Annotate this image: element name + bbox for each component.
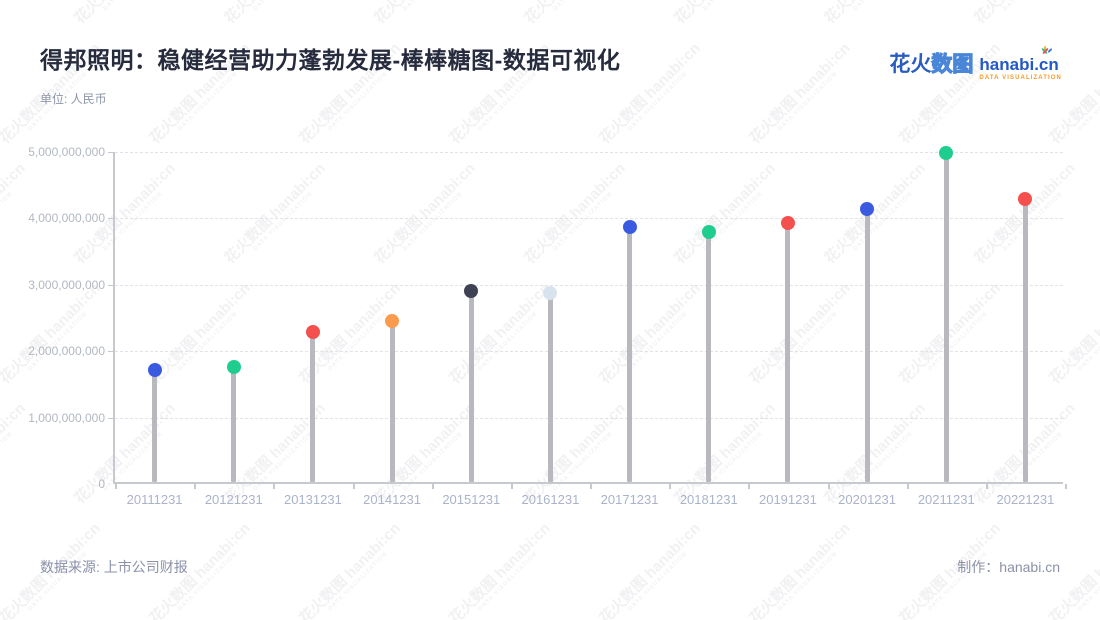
x-axis-tick: [431, 484, 434, 489]
lollipop-stem: [1022, 197, 1028, 482]
gridline: [115, 152, 1063, 153]
page-title: 得邦照明：稳健经营助力蓬勃发展-棒棒糖图-数据可视化: [40, 47, 621, 73]
y-axis-tick-label: 4,000,000,000: [28, 211, 105, 226]
data-point-20161231[interactable]: [543, 285, 558, 300]
data-source-note: 数据来源: 上市公司财报: [40, 559, 188, 575]
lollipop-stem: [389, 319, 395, 482]
data-point-20221231[interactable]: [1018, 192, 1033, 207]
y-axis-tick-label: 2,000,000,000: [28, 344, 105, 359]
lollipop-stem: [468, 288, 474, 482]
x-axis-category-label: 20111231: [126, 492, 183, 507]
x-axis-tick: [510, 484, 513, 489]
x-axis-tick: [827, 484, 830, 489]
y-axis-tick-label: 1,000,000,000: [28, 410, 105, 425]
gridline: [115, 351, 1063, 353]
x-axis-tick: [906, 484, 909, 489]
x-axis-category-label: 20141231: [363, 492, 421, 507]
x-axis-category-label: 20121231: [204, 492, 263, 507]
x-axis-category-label: 20221231: [996, 492, 1055, 507]
lollipop-chart-plot-area: 0 1,000,000,000 2,000,000,000 3,000,000,000…: [28, 145, 1067, 507]
x-axis-category-label: 20171231: [600, 492, 659, 507]
hanabi-logo: 花火数图 hanabi.cn DATA VISUALIZATION: [889, 46, 1062, 81]
data-point-20131231[interactable]: [305, 324, 320, 339]
x-axis-tick: [352, 484, 355, 489]
x-axis-category-label: 20131231: [283, 492, 342, 507]
data-point-20151231[interactable]: [464, 283, 479, 298]
lollipop-stem: [943, 151, 949, 482]
x-axis-tick: [1065, 484, 1067, 489]
data-point-20211231[interactable]: [939, 146, 954, 160]
y-axis-tick: [108, 417, 114, 419]
credit-note: 制作：hanabi.cn: [957, 559, 1060, 575]
hanabi-logo-tagline: DATA VISUALIZATION: [979, 75, 1062, 81]
lollipop-stem: [231, 365, 237, 482]
y-axis-tick: [108, 218, 114, 220]
data-point-20191231[interactable]: [780, 216, 795, 231]
lollipop-stem: [152, 368, 158, 482]
x-axis-category-label: 20211231: [917, 492, 975, 507]
x-axis-tick: [273, 484, 276, 489]
lollipop-stem: [627, 225, 633, 482]
hanabi-logo-shutu: 数图: [931, 53, 974, 76]
gridline: [115, 417, 1063, 419]
x-axis-tick: [194, 484, 197, 489]
x-axis-category-label: 20161231: [521, 492, 580, 507]
y-axis-tick-label: 0: [98, 477, 105, 491]
data-point-20121231[interactable]: [226, 360, 241, 375]
y-axis-tick-label: 5,000,000,000: [28, 145, 105, 159]
lollipop-stem: [785, 221, 791, 482]
x-axis-tick: [985, 484, 988, 489]
x-axis-category-label: 20181231: [679, 492, 738, 507]
y-axis-tick-label: 3,000,000,000: [28, 277, 105, 292]
y-axis-tick: [108, 152, 114, 153]
x-axis-category-label: 20191231: [758, 492, 817, 507]
x-axis-tick: [590, 484, 592, 489]
lollipop-stem: [706, 230, 712, 482]
x-axis-category-label: 20151231: [442, 492, 501, 507]
hanabi-logo-en-wrap: hanabi.cn DATA VISUALIZATION: [979, 46, 1062, 81]
y-axis-tick: [108, 351, 114, 353]
lollipop-stem: [547, 290, 553, 482]
hanabi-logo-huahuo: 花火: [889, 53, 932, 76]
hanabi-logo-chinese: 花火数图: [889, 50, 974, 76]
y-axis-tick: [108, 284, 114, 286]
lollipop-stem: [310, 329, 316, 482]
data-point-20171231[interactable]: [622, 220, 637, 235]
data-point-20141231[interactable]: [385, 313, 400, 328]
firework-sparkle-icon: [1038, 46, 1053, 58]
x-axis-category-label: 20201231: [838, 492, 896, 507]
data-point-20201231[interactable]: [860, 202, 875, 217]
y-axis-unit-label: 单位: 人民币: [40, 92, 107, 106]
gridline: [115, 284, 1063, 286]
x-axis-tick: [669, 484, 672, 489]
hanabi-logo-domain: hanabi.cn: [979, 55, 1059, 74]
data-point-20181231[interactable]: [701, 225, 716, 239]
lollipop-stem: [864, 207, 870, 482]
data-point-20111231[interactable]: [147, 363, 162, 378]
gridline: [115, 218, 1063, 220]
x-axis-tick: [748, 484, 751, 489]
x-axis-tick: [115, 484, 117, 489]
